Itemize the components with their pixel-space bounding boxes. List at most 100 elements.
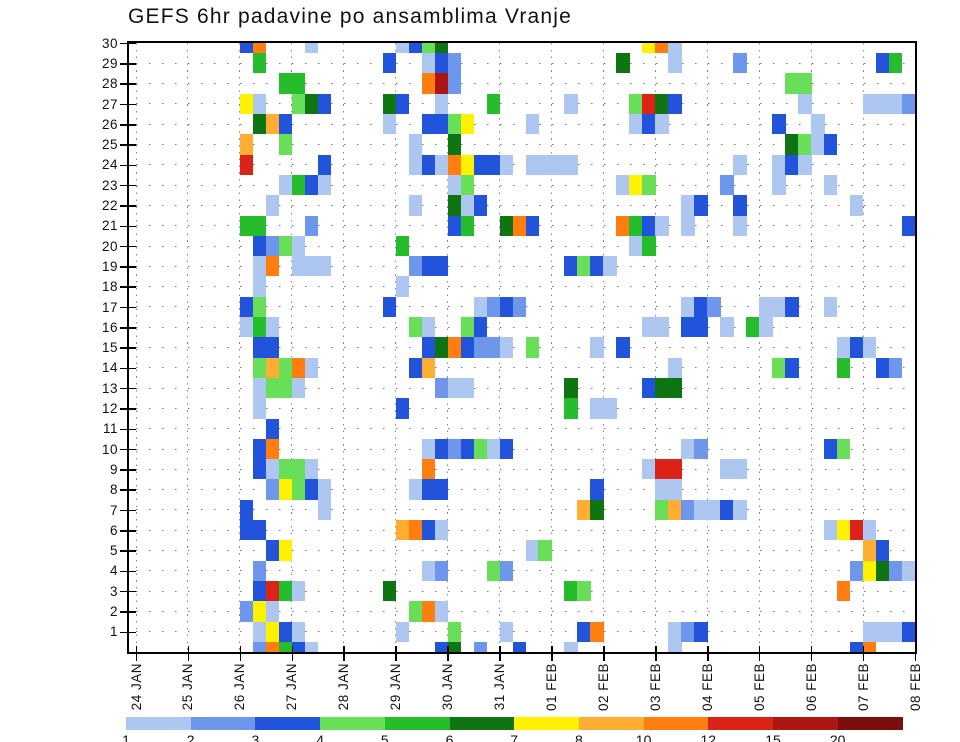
- x-tick-label: 04 FEB: [699, 663, 715, 712]
- x-tick-mark: [291, 646, 294, 661]
- precip-cell: [694, 499, 708, 521]
- row-gridline: [136, 468, 915, 470]
- precip-cell: [460, 114, 474, 135]
- y-tick-mark: [120, 550, 136, 552]
- precip-cell: [408, 357, 423, 378]
- precip-cell: [590, 499, 604, 521]
- y-tick-label: 26: [101, 116, 118, 132]
- precip-cell: [681, 621, 695, 642]
- precip-cell: [421, 317, 435, 338]
- row-gridline: [136, 631, 915, 633]
- precip-cell: [499, 438, 513, 460]
- precip-cell: [590, 621, 604, 642]
- x-tick-label: 26 JAN: [232, 663, 248, 711]
- precip-cell: [278, 235, 293, 257]
- x-tick-mark: [655, 646, 657, 661]
- precip-cell: [304, 215, 319, 236]
- precip-cell: [239, 93, 254, 115]
- precip-cell: [460, 377, 474, 399]
- y-tick-mark: [120, 205, 136, 207]
- precip-cell: [265, 641, 280, 652]
- row-gridline: [136, 428, 915, 430]
- precip-cell: [889, 93, 903, 115]
- precip-cell: [863, 641, 877, 652]
- precip-cell: [499, 154, 513, 175]
- precip-cell: [252, 621, 267, 642]
- row-gridline: [136, 326, 915, 328]
- y-tick-label: 11: [102, 421, 118, 437]
- precip-cell: [291, 73, 306, 94]
- precip-cell: [616, 174, 630, 196]
- precip-cell: [824, 174, 838, 196]
- precip-cell: [460, 154, 474, 175]
- precip-cell: [525, 154, 539, 175]
- precip-cell: [291, 377, 306, 399]
- precip-cell: [902, 93, 915, 115]
- precip-cell: [837, 520, 851, 541]
- precip-cell: [265, 438, 280, 460]
- precip-cell: [278, 621, 293, 642]
- precip-cell: [265, 114, 280, 135]
- precip-cell: [421, 520, 435, 541]
- precip-cell: [434, 641, 448, 652]
- precip-cell: [889, 560, 903, 581]
- y-tick-mark: [120, 42, 136, 45]
- y-tick-label: 14: [101, 360, 118, 376]
- precip-cell: [304, 256, 319, 277]
- precip-cell: [252, 114, 267, 135]
- precip-cell: [668, 357, 682, 378]
- precip-cell: [317, 93, 332, 115]
- precip-cell: [785, 73, 799, 94]
- precip-cell: [434, 520, 448, 541]
- precip-cell: [252, 53, 267, 74]
- precip-cell: [473, 154, 487, 175]
- colorbar-segment: [514, 717, 580, 730]
- precip-cell: [239, 317, 254, 338]
- precip-cell: [902, 621, 915, 642]
- precip-cell: [798, 154, 812, 175]
- precip-cell: [408, 154, 423, 175]
- y-tick-label: 20: [101, 238, 118, 254]
- colorbar-segment: [643, 717, 709, 730]
- precip-cell: [642, 377, 656, 399]
- precip-cell: [460, 174, 474, 196]
- precip-cell: [291, 93, 306, 115]
- precip-cell: [642, 43, 656, 54]
- row-gridline: [136, 448, 915, 450]
- precip-cell: [447, 134, 461, 155]
- day-gridline: [395, 43, 397, 652]
- precip-cell: [681, 438, 695, 460]
- y-tick-label: 22: [101, 198, 118, 213]
- precip-cell: [265, 479, 280, 500]
- precip-cell: [291, 235, 306, 257]
- x-tick-mark: [187, 646, 190, 661]
- precip-cell: [837, 438, 851, 460]
- precip-cell: [460, 317, 474, 338]
- precip-cell: [850, 520, 864, 541]
- precip-cell: [564, 398, 578, 419]
- y-tick-label: 3: [109, 583, 118, 599]
- precip-cell: [408, 134, 423, 155]
- precip-cell: [291, 256, 306, 277]
- y-tick-mark: [120, 530, 136, 532]
- precip-cell: [421, 73, 435, 94]
- precip-cell: [252, 520, 267, 541]
- precip-cell: [434, 256, 448, 277]
- y-tick-label: 6: [109, 522, 118, 538]
- precip-cell: [473, 195, 487, 216]
- precip-cell: [291, 580, 306, 602]
- y-tick-mark: [120, 164, 136, 167]
- x-tick-label: 25 JAN: [180, 663, 196, 711]
- precip-cell: [785, 296, 799, 318]
- colorbar-label: 7: [510, 732, 519, 742]
- precip-cell: [889, 357, 903, 378]
- x-tick-label: 30 JAN: [440, 663, 456, 711]
- precip-cell: [447, 337, 461, 358]
- day-gridline: [343, 43, 345, 652]
- x-tick-label: 07 FEB: [855, 663, 871, 712]
- precip-cell: [265, 377, 280, 399]
- precip-cell: [278, 580, 293, 602]
- precip-cell: [252, 215, 267, 236]
- precip-cell: [278, 134, 293, 155]
